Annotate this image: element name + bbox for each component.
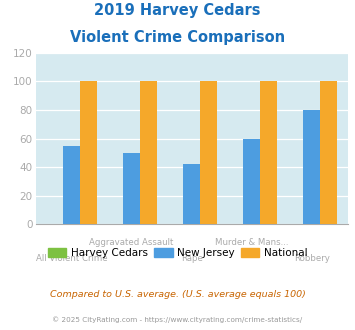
Text: Robbery: Robbery xyxy=(294,254,330,263)
Text: Rape: Rape xyxy=(181,254,203,263)
Text: © 2025 CityRating.com - https://www.cityrating.com/crime-statistics/: © 2025 CityRating.com - https://www.city… xyxy=(53,317,302,323)
Bar xyxy=(140,82,157,224)
Text: All Violent Crime: All Violent Crime xyxy=(36,254,107,263)
Legend: Harvey Cedars, New Jersey, National: Harvey Cedars, New Jersey, National xyxy=(44,244,311,262)
Bar xyxy=(183,164,200,224)
Text: Compared to U.S. average. (U.S. average equals 100): Compared to U.S. average. (U.S. average … xyxy=(50,290,305,299)
Bar xyxy=(244,139,260,224)
Text: Murder & Mans...: Murder & Mans... xyxy=(215,238,289,247)
Bar xyxy=(63,146,80,224)
Bar xyxy=(304,110,320,224)
Bar xyxy=(320,82,337,224)
Bar xyxy=(200,82,217,224)
Bar xyxy=(80,82,97,224)
Text: Aggravated Assault: Aggravated Assault xyxy=(89,238,174,247)
Bar xyxy=(260,82,277,224)
Text: Violent Crime Comparison: Violent Crime Comparison xyxy=(70,30,285,45)
Bar xyxy=(123,153,140,224)
Text: 2019 Harvey Cedars: 2019 Harvey Cedars xyxy=(94,3,261,18)
